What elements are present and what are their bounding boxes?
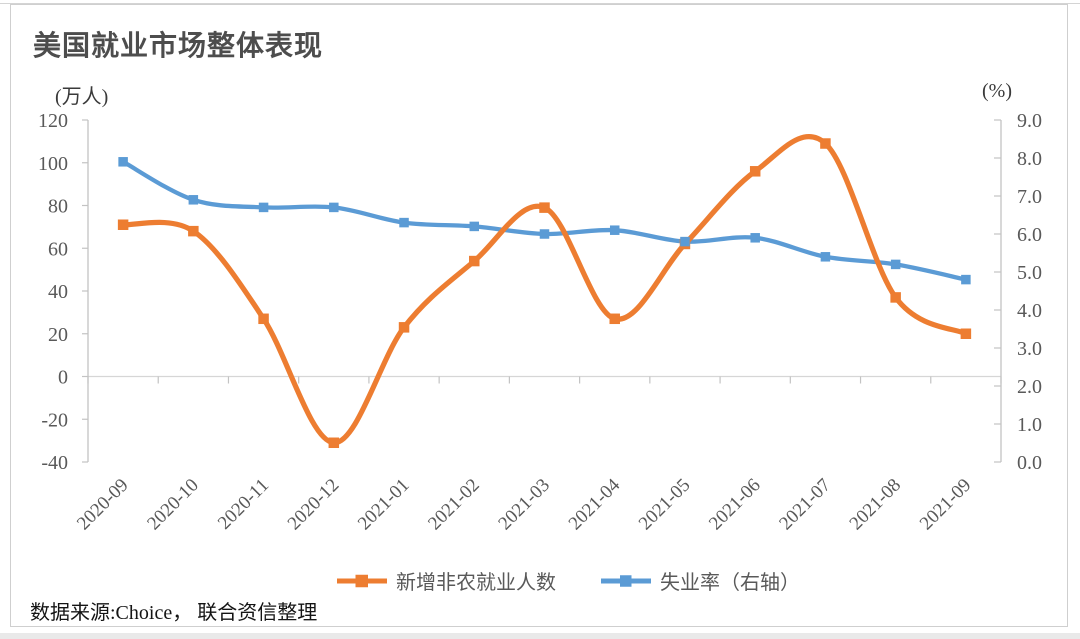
left-axis-tick-label: 100 — [38, 153, 68, 175]
top-border-rule — [0, 3, 1080, 4]
series-line-unemployment — [120, 159, 969, 282]
left-axis-tick-label: -20 — [41, 409, 68, 431]
right-axis-tick-label: 0.0 — [1017, 452, 1042, 474]
data-point-nonfarm — [258, 313, 269, 325]
data-point-nonfarm — [820, 138, 831, 149]
right-axis-tick-label: 2.0 — [1017, 376, 1042, 398]
x-axis-label: 2021-02 — [424, 475, 484, 535]
data-point-unemployment — [890, 259, 901, 270]
data-point-nonfarm — [960, 328, 972, 339]
data-point-unemployment — [329, 202, 339, 213]
right-axis-tick-label: 1.0 — [1017, 414, 1042, 436]
right-axis-tick-label: 4.0 — [1017, 300, 1042, 322]
data-point-unemployment — [750, 233, 760, 243]
right-axis-tick-label: 6.0 — [1017, 224, 1042, 246]
data-point-unemployment — [539, 229, 550, 239]
x-axis-label: 2021-05 — [635, 475, 695, 535]
legend-item-nonfarm: 新增非农就业人数 — [336, 566, 556, 595]
legend-item-unemployment: 失业率（右轴） — [600, 566, 800, 595]
bottom-page-band — [0, 633, 1080, 639]
data-point-nonfarm — [749, 166, 761, 177]
data-point-unemployment — [609, 225, 620, 235]
legend-label-unemployment: 失业率（右轴） — [660, 572, 800, 594]
nonfarm-series-marker-icon — [337, 574, 387, 587]
chart-frame-border — [10, 4, 1068, 627]
data-point-nonfarm — [188, 225, 199, 237]
left-axis-tick-label: 60 — [48, 238, 68, 260]
data-point-nonfarm — [539, 202, 550, 213]
legend: 新增非农就业人数 失业率（右轴） — [0, 566, 1080, 595]
data-point-unemployment — [399, 217, 409, 228]
data-point-nonfarm — [117, 219, 129, 230]
unemployment-series-marker-icon — [601, 574, 651, 587]
x-axis-label: 2020-11 — [214, 475, 273, 534]
right-axis-tick-label: 8.0 — [1017, 148, 1042, 170]
data-point-nonfarm — [398, 322, 410, 333]
legend-label-nonfarm: 新增非农就业人数 — [396, 572, 556, 594]
x-axis-label: 2021-01 — [354, 475, 414, 535]
data-point-nonfarm — [469, 255, 480, 267]
left-axis-tick-label: 20 — [48, 324, 68, 346]
data-point-unemployment — [820, 252, 831, 262]
data-point-unemployment — [680, 236, 690, 247]
left-axis-unit-label: (万人) — [55, 86, 109, 108]
left-axis-tick-label: -40 — [41, 452, 68, 474]
x-axis-label: 2020-09 — [73, 475, 133, 535]
data-point-nonfarm — [328, 437, 340, 449]
data-point-unemployment — [118, 157, 128, 167]
data-point-nonfarm — [890, 292, 901, 303]
source-note: 数据来源:Choice， 联合资信整理 — [30, 602, 318, 624]
left-axis-tick-label: 40 — [48, 281, 68, 303]
right-axis-tick-label: 7.0 — [1017, 186, 1042, 208]
x-axis-label: 2021-03 — [494, 475, 554, 535]
data-point-unemployment — [258, 202, 269, 213]
right-axis-tick-label: 3.0 — [1017, 338, 1042, 360]
left-axis-tick-label: 120 — [38, 110, 68, 132]
left-axis-tick-label: 80 — [48, 196, 68, 218]
left-axis-tick-label: 0 — [58, 367, 68, 389]
x-axis-label: 2020-12 — [284, 475, 344, 535]
series-line-nonfarm — [120, 134, 969, 446]
chart-title: 美国就业市场整体表现 — [33, 31, 324, 62]
data-point-nonfarm — [609, 313, 620, 325]
right-axis-tick-label: 5.0 — [1017, 262, 1042, 284]
x-axis-label: 2020-10 — [143, 475, 203, 535]
x-axis-label: 2021-09 — [916, 475, 976, 535]
right-axis-tick-label: 9.0 — [1017, 110, 1042, 132]
x-axis-label: 2021-04 — [565, 474, 625, 534]
x-axis-label: 2021-08 — [846, 475, 906, 535]
data-point-unemployment — [469, 221, 480, 232]
right-axis-unit-label: (%) — [982, 80, 1012, 102]
data-point-unemployment — [188, 195, 199, 205]
data-point-unemployment — [961, 274, 971, 285]
x-axis-label: 2021-07 — [775, 475, 835, 535]
x-axis-label: 2021-06 — [705, 475, 765, 535]
